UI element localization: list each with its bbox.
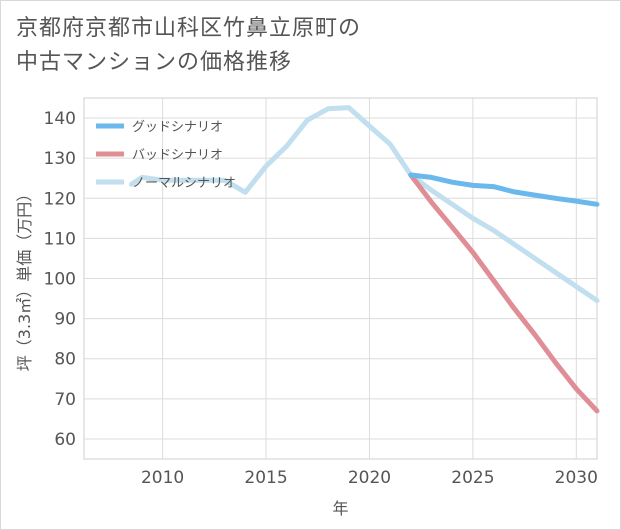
- legend-label: バッドシナリオ: [132, 148, 223, 163]
- y-tick-label: 120: [44, 189, 76, 209]
- series-lines: [129, 105, 600, 414]
- x-tick-label: 2010: [141, 468, 184, 488]
- y-axis-label: 坪（3.3㎡）単価（万円）: [15, 186, 34, 371]
- y-tick-label: 140: [44, 109, 76, 129]
- x-tick-label: 2020: [348, 468, 391, 488]
- series-line-0: [408, 172, 600, 207]
- x-axis-label: 年: [332, 499, 348, 518]
- y-tick-label: 70: [54, 390, 76, 410]
- x-tick-label: 2030: [555, 468, 598, 488]
- y-tick-label: 60: [54, 430, 76, 450]
- series-line-1: [408, 172, 600, 414]
- series-line-2: [129, 105, 600, 304]
- legend-label: ノーマルシナリオ: [132, 176, 236, 191]
- y-tick-labels: 60 70 80 90 100 110 120 130 140: [44, 109, 76, 450]
- grid: [83, 97, 598, 460]
- chart-title-line-2: 中古マンションの価格推移: [16, 50, 293, 75]
- y-tick-label: 80: [54, 350, 76, 370]
- y-tick-label: 90: [54, 310, 76, 330]
- chart-title-line-1: 京都府京都市山科区竹鼻立原町の: [16, 16, 362, 41]
- x-tick-label: 2025: [451, 468, 494, 488]
- legend-label: グッドシナリオ: [132, 120, 223, 135]
- y-tick-label: 110: [44, 229, 76, 249]
- x-tick-labels: 2010 2015 2020 2025 2030: [141, 468, 598, 488]
- y-tick-label: 130: [44, 149, 76, 169]
- x-tick-label: 2015: [244, 468, 287, 488]
- chart-title: 京都府京都市山科区竹鼻立原町の 中古マンションの価格推移: [16, 12, 606, 80]
- y-tick-label: 100: [44, 270, 76, 290]
